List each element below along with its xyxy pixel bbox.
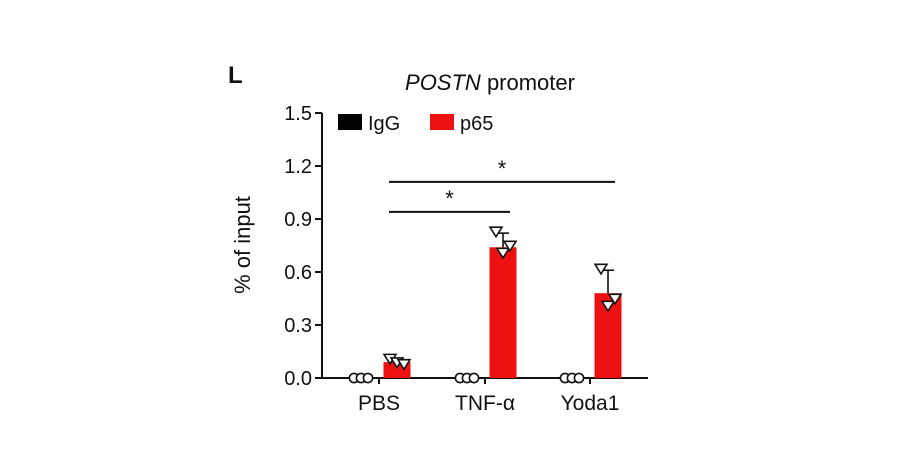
y-tick-label: 0.6: [284, 262, 312, 284]
significance-label: *: [498, 156, 507, 181]
bars-layer: [383, 247, 622, 378]
legend-label-igg: IgG: [368, 113, 400, 135]
y-tick-label: 1.2: [284, 156, 312, 178]
significance-layer: **: [389, 156, 615, 213]
legend: IgG p65: [338, 113, 493, 135]
x-axis: PBS TNF-α Yoda1: [322, 377, 648, 415]
chart-title-suffix: promoter: [487, 70, 575, 95]
x-category-label: PBS: [358, 392, 400, 415]
data-point-p65: [607, 293, 623, 306]
data-point-p65: [600, 300, 616, 313]
bar-p65: [489, 247, 517, 378]
y-tick-label: 0.0: [284, 368, 312, 390]
legend-swatch-p65: [430, 114, 454, 130]
data-point-p65: [593, 263, 609, 276]
data-point-igg: [362, 372, 374, 384]
panel-label: L: [228, 62, 243, 89]
legend-swatch-igg: [338, 114, 362, 130]
data-point-p65: [488, 226, 504, 239]
y-tick-label: 1.5: [284, 103, 312, 125]
y-tick-label: 0.9: [284, 209, 312, 231]
data-point-igg: [468, 372, 480, 384]
data-points-layer: [348, 226, 623, 384]
data-point-igg: [573, 372, 585, 384]
x-category-label: TNF-α: [455, 392, 515, 415]
data-point-p65: [396, 358, 412, 371]
chart-title: POSTN promoter: [405, 70, 575, 95]
legend-label-p65: p65: [460, 113, 493, 135]
y-tick-label: 0.3: [284, 315, 312, 337]
x-category-label: Yoda1: [561, 392, 620, 415]
y-axis-title: % of input: [230, 196, 255, 294]
data-point-p65: [495, 247, 511, 260]
data-point-p65: [502, 240, 518, 253]
y-axis: 0.0 0.3 0.6 0.9 1.2 1.5: [284, 103, 323, 390]
significance-label: *: [445, 186, 454, 211]
chart-title-gene: POSTN: [405, 70, 481, 95]
